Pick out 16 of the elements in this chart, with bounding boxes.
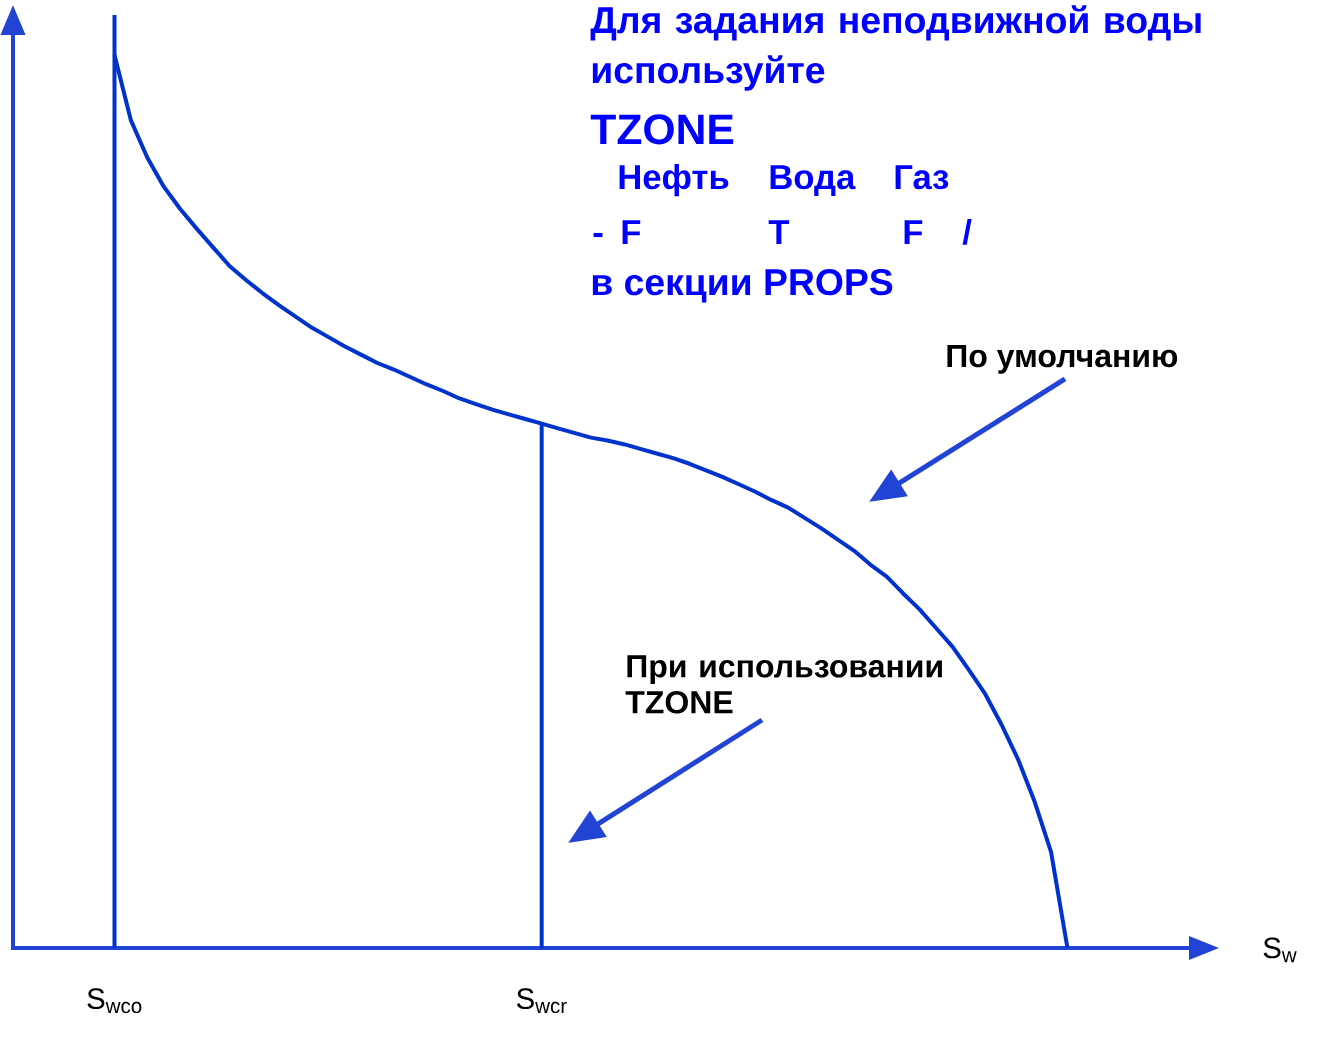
text: S$_{w}$ bbox=[1263, 937, 1297, 963]
annotation: TZONE bbox=[590, 114, 734, 145]
annotation: Нефть bbox=[619, 163, 729, 197]
annotation: F bbox=[622, 220, 641, 244]
x-tick-label: S$_{wcr}$ bbox=[516, 988, 567, 1014]
annotation: При использовании TZONE bbox=[625, 655, 942, 714]
annotation: в секции PROPS bbox=[592, 268, 893, 303]
annotation: - bbox=[593, 232, 603, 238]
annotation: Газ bbox=[895, 165, 949, 190]
annotation: По умолчанию bbox=[947, 344, 1178, 374]
annotation: Для задания неподвижной воды используйте bbox=[590, 5, 1201, 91]
annotation: T bbox=[768, 220, 790, 244]
x-tick-label: S$_{wco}$ bbox=[87, 988, 142, 1014]
annotation: / bbox=[962, 218, 972, 245]
annotation: F bbox=[904, 220, 923, 244]
annotation: Вода bbox=[770, 165, 856, 196]
